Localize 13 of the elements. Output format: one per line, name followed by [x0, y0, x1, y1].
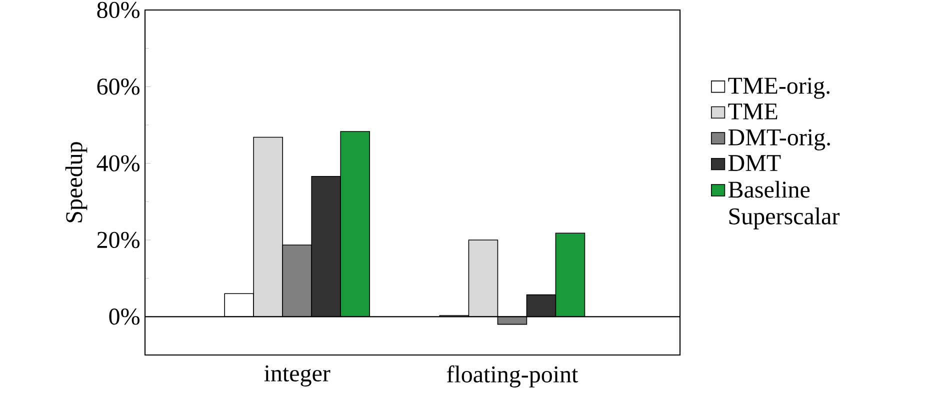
legend-label: TME-orig.	[728, 78, 830, 99]
y-tick-label: 0%	[109, 308, 140, 325]
x-tick-label: floating-point	[446, 365, 578, 388]
y-tick-label: 60%	[97, 78, 140, 95]
y-axis-title: Speedup	[65, 142, 88, 222]
y-tick-label: 20%	[97, 232, 140, 248]
y-tick-label: 80%	[97, 2, 140, 18]
legend-label: Baseline Superscalar	[728, 180, 840, 230]
x-tick-label: integer	[264, 365, 330, 386]
y-tick-label: 40%	[96, 155, 140, 172]
legend-label: DMT-orig.	[728, 129, 830, 150]
legend-label: DMT	[728, 155, 781, 171]
legend-label: TME	[728, 104, 778, 120]
